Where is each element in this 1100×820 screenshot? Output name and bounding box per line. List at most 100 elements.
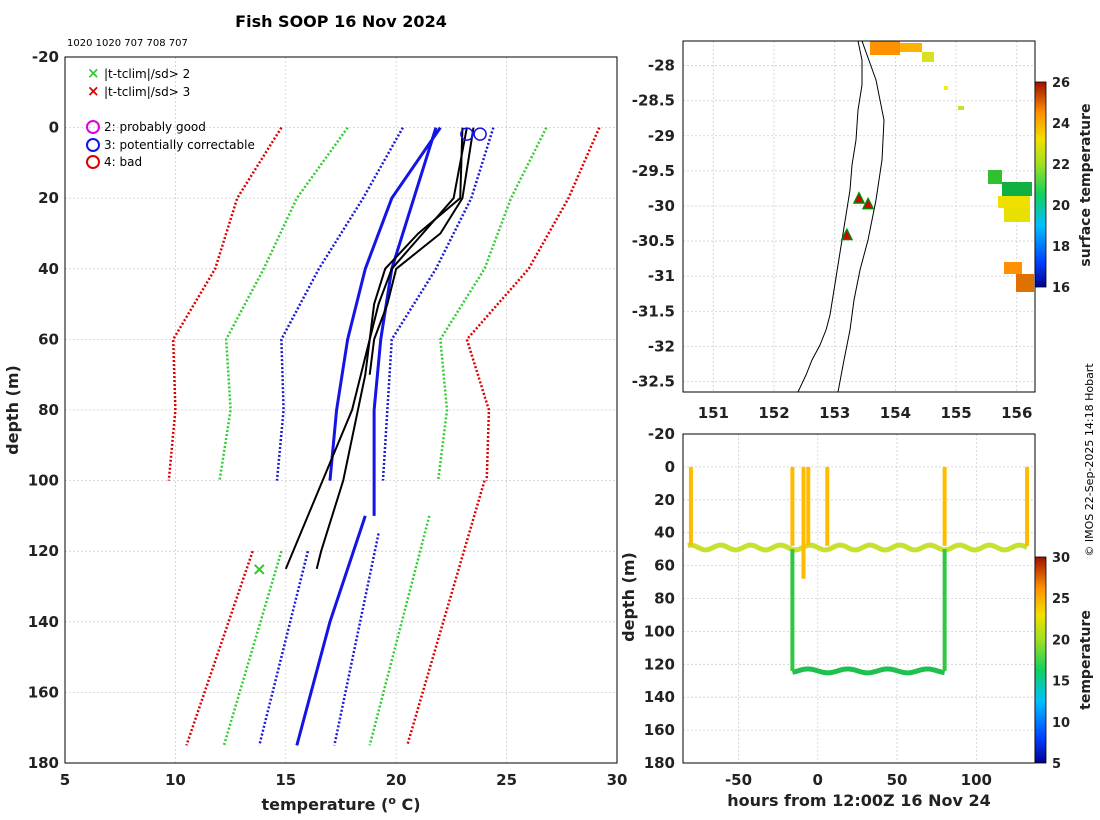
sst-colorbar-tick: 20 [1052,199,1070,214]
x-tick-label: 5 [60,771,70,789]
profile-ticks: 5 10 15 20 25 30 -20 0 20 40 60 80 100 120 140 160 180 [28,48,628,789]
clim-2sd-right-deep [368,515,431,746]
td-y-tick-label: 80 [654,590,675,608]
map-x-tick-label: 152 [758,404,789,422]
profile-frame [64,56,618,764]
temperature-colorbar-tick: 15 [1052,675,1070,690]
y-tick-label: 120 [28,542,59,560]
map-x-tick-label: 156 [1001,404,1032,422]
td-y-tick-label: 60 [654,557,675,575]
y-tick-label: 80 [38,401,59,419]
temperature-colorbar-tick: 5 [1052,757,1061,772]
flag-x2-marker: × [252,559,267,580]
y-tick-label: 20 [38,189,59,207]
tow-track-50m [687,542,1029,553]
temperature-colorbar [1034,556,1047,764]
y-tick-label: 0 [49,119,59,137]
sst-map: 151 152 153 154 155 156 -28 -28.5 -29 -29.5 -30 -30… [632,40,1094,422]
legend-x2-label: |t-tclim|/sd> 2 [104,67,190,81]
time-depth-y-label: depth (m) [619,552,638,642]
legend-q3-marker [86,138,100,152]
td-y-tick-label: 100 [644,622,675,640]
temperature-profiles [284,126,475,746]
station-marker [840,227,854,241]
clim-1sd-left-deep [258,550,310,746]
map-y-tick-label: -32.5 [632,372,675,390]
imos-credit: © IMOS 22-Sep-2025 14:18 Hobart [1083,363,1096,557]
flag-q3-marker [473,127,487,141]
time-depth-track [687,466,1030,676]
quality-flags: × [252,127,487,580]
map-frame [682,40,1036,393]
chart-title: Fish SOOP 16 Nov 2024 [235,12,447,31]
legend-q3-label: 3: potentially correctable [104,138,255,152]
td-y-tick-label: 160 [644,721,675,739]
map-y-tick-label: -29.5 [632,162,675,180]
x-tick-label: 15 [275,771,296,789]
y-tick-label: 160 [28,683,59,701]
temperature-colorbar-tick: 20 [1052,633,1070,648]
legend-x3-label: |t-tclim|/sd> 3 [104,85,190,99]
clim-2sd-left [218,126,349,481]
sst-colorbar-ticks: 16 18 20 22 24 26 [1052,76,1070,296]
y-tick-label: 140 [28,613,59,631]
y-tick-label: -20 [32,48,59,66]
sst-colorbar-tick: 22 [1052,158,1070,173]
legend-q4-label: 4: bad [104,155,142,169]
temperature-colorbar-tick: 30 [1052,551,1070,566]
temperature-colorbar-tick: 25 [1052,592,1070,607]
sst-colorbar-tick: 16 [1052,281,1070,296]
clim-3sd-right [465,127,601,481]
x-tick-label: 30 [607,771,628,789]
map-x-tick-label: 151 [698,404,729,422]
map-y-tick-label: -30.5 [632,232,675,250]
temperature-colorbar-tick: 10 [1052,716,1070,731]
clim-3sd-right-deep [406,480,486,746]
map-x-tick-label: 155 [940,404,971,422]
station-markers [840,191,875,241]
clim-2sd-right [436,127,548,481]
map-grid [683,41,1035,392]
station-marker [861,196,875,210]
black-profile-3 [284,127,468,570]
time-depth-grid [683,433,1035,764]
td-y-tick-label: -20 [648,425,675,443]
flag-q3-marker [460,127,474,141]
legend-q4-marker [86,155,100,169]
td-y-tick-label: 140 [644,688,675,706]
clim-3sd-left [167,126,283,481]
td-y-tick-label: 180 [644,754,675,772]
time-depth-chart: -50 0 50 100 -20 0 20 40 60 80 100 120 140 160 180 hou… [619,425,1094,810]
td-x-tick-label: 50 [887,771,908,789]
sst-patches [870,41,1034,292]
y-tick-label: 180 [28,754,59,772]
map-y-tick-label: -32 [648,337,675,355]
td-x-tick-label: -50 [725,771,752,789]
legend-q2-marker [86,120,100,134]
map-x-tick-label: 154 [880,404,911,422]
sst-colorbar-tick: 26 [1052,76,1070,91]
sst-colorbar-label: surface temperature [1078,103,1094,266]
x-tick-label: 10 [165,771,186,789]
coastline [797,41,863,392]
sst-colorbar-tick: 18 [1052,240,1070,255]
profile-chart: × 5 10 15 20 25 30 -20 0 20 40 60 80 100 120 140 160 180… [3,48,627,814]
black-profile-1 [315,127,464,570]
station-marker [852,191,866,204]
td-y-tick-label: 20 [654,491,675,509]
map-y-tick-label: -28.5 [632,92,675,110]
blue-profile-2 [372,127,438,516]
map-y-tick-label: -30 [648,197,675,215]
profile-legend: × |t-tclim|/sd> 2 × |t-tclim|/sd> 3 2: p… [86,64,255,169]
td-y-tick-label: 40 [654,524,675,542]
legend-q2-label: 2: probably good [104,120,206,134]
legend-x3-marker: × [87,82,100,100]
clim-3sd-left-deep [185,550,254,746]
black-profile-2 [368,127,475,375]
map-y-tick-label: -29 [648,127,675,145]
blue-profile-1 [328,126,442,481]
cruise-ids: 1020 1020 707 708 707 [67,38,188,49]
legend-x2-marker: × [87,64,100,82]
map-y-tick-label: -31.5 [632,302,675,320]
